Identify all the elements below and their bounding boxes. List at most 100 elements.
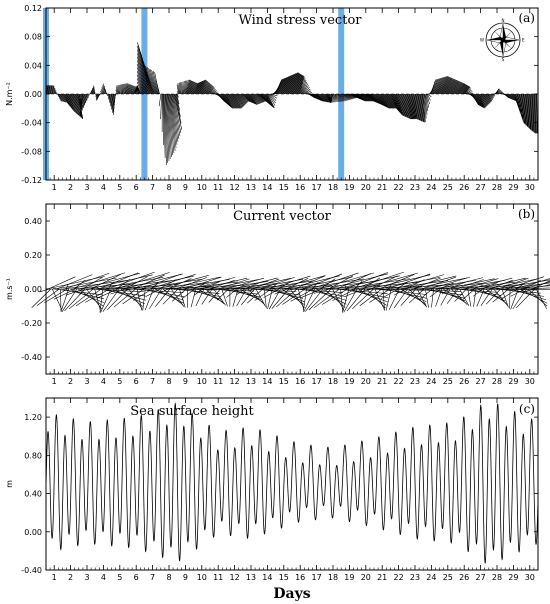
- current-vector: [522, 281, 550, 290]
- current-vector: [303, 288, 307, 312]
- wind-vector: [375, 93, 384, 106]
- wind-vector: [228, 93, 236, 109]
- wind-vector: [66, 93, 71, 107]
- wind-vector: [58, 93, 62, 102]
- wind-vector: [270, 93, 278, 97]
- current-vector: [223, 288, 261, 298]
- current-vector: [393, 288, 407, 296]
- wind-vector: [64, 93, 68, 104]
- current-vector: [72, 272, 126, 290]
- current-vector: [124, 276, 148, 290]
- current-vector: [515, 288, 535, 309]
- wind-vector: [175, 93, 181, 111]
- current-vector: [507, 286, 511, 290]
- current-vector: [149, 288, 162, 309]
- wind-vector: [358, 93, 367, 102]
- wind-vector: [222, 93, 229, 106]
- wind-vector: [105, 89, 107, 95]
- wind-vector: [343, 93, 350, 101]
- wind-vector: [511, 93, 515, 101]
- wind-vector: [433, 78, 439, 95]
- wind-vector: [186, 80, 192, 95]
- current-vector: [107, 288, 128, 311]
- wind-vector: [526, 93, 529, 127]
- y-tick-label: 0.04: [24, 61, 42, 70]
- x-tick-label: 27: [476, 573, 486, 582]
- current-vector: [156, 285, 214, 290]
- wind-vector: [209, 86, 215, 95]
- wind-vector: [459, 84, 468, 95]
- wind-vector: [232, 93, 240, 109]
- wind-vector: [277, 78, 284, 95]
- wind-vector: [412, 93, 416, 120]
- wind-vector: [81, 93, 86, 111]
- x-tick-label: 18: [328, 183, 338, 192]
- wind-vector: [487, 93, 491, 103]
- wind-vector: [418, 93, 422, 121]
- wind-vector: [424, 93, 428, 115]
- wind-vector: [172, 93, 181, 136]
- current-vector: [497, 277, 529, 290]
- current-vector: [319, 278, 336, 290]
- y-tick-label: 0.00: [24, 528, 42, 537]
- wind-vector: [248, 93, 256, 105]
- current-vector: [71, 283, 135, 290]
- current-vector: [489, 279, 513, 290]
- wind-vector: [458, 84, 467, 95]
- current-vector: [208, 288, 221, 303]
- wind-vector: [347, 93, 355, 99]
- wind-vector: [234, 93, 242, 109]
- wind-vector: [384, 93, 392, 109]
- current-vector: [191, 277, 236, 290]
- y-tick-label: -0.12: [21, 176, 42, 185]
- current-vector: [388, 288, 400, 310]
- x-tick-label: 20: [361, 377, 371, 386]
- wind-vector: [86, 93, 89, 101]
- wind-vector: [71, 93, 76, 113]
- wind-vector: [512, 93, 517, 102]
- wind-vector: [527, 93, 530, 129]
- wind-vector: [257, 93, 265, 102]
- wind-vector: [417, 93, 421, 121]
- x-tick-label: 7: [150, 377, 155, 386]
- wind-vector: [158, 93, 162, 107]
- wind-vector: [420, 93, 423, 122]
- wind-vector: [197, 81, 203, 95]
- wind-vector: [501, 92, 504, 95]
- wind-vector: [191, 82, 196, 95]
- wind-vector: [289, 73, 296, 95]
- wind-vector: [47, 85, 49, 95]
- current-vector: [463, 278, 499, 290]
- current-vector: [480, 288, 493, 306]
- y-ticks: 1.20 0.80 0.40 0.00 -0.40: [21, 413, 538, 575]
- wind-vector: [515, 93, 520, 109]
- wind-vector: [250, 93, 257, 105]
- wind-vector: [384, 93, 392, 109]
- current-vector: [52, 288, 62, 310]
- x-tick-label: 30: [525, 377, 535, 386]
- wind-vector: [533, 93, 535, 133]
- wind-vector: [510, 93, 515, 101]
- wind-vector: [395, 93, 401, 113]
- wind-vector: [465, 89, 472, 95]
- x-tick-label: 29: [508, 377, 518, 386]
- x-ticks: 1 2 3 4 5 6 7 8 9 10 11 12 13 14 15 16 17 18 19 20 21 22 23 24 2…: [45, 204, 539, 386]
- current-vector: [150, 282, 159, 290]
- wind-vector: [92, 88, 95, 95]
- current-vector: [54, 277, 117, 290]
- wind-vector: [491, 93, 495, 97]
- current-vector: [65, 288, 84, 296]
- wind-vector: [459, 84, 467, 95]
- wind-vector: [125, 83, 129, 95]
- current-vector: [484, 288, 492, 294]
- y-tick-label: 0.00: [24, 285, 42, 294]
- current-vector: [213, 288, 226, 306]
- wind-vector: [376, 93, 385, 107]
- wind-vector: [414, 93, 418, 120]
- current-vector: [454, 288, 458, 292]
- current-vector: [454, 288, 467, 302]
- wind-vector: [137, 45, 149, 95]
- wind-vector: [472, 93, 480, 106]
- wind-vector: [392, 93, 399, 111]
- current-vector: [226, 288, 237, 298]
